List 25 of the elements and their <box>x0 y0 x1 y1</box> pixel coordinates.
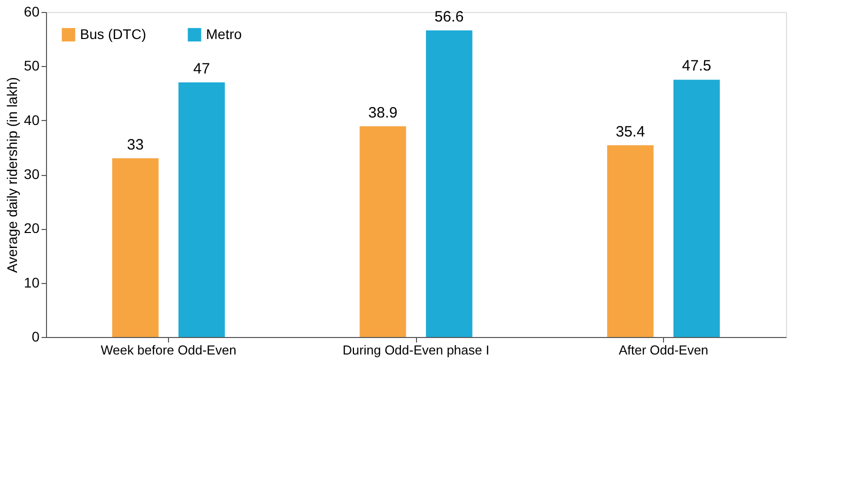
x-tick-label: Week before Odd-Even <box>100 342 236 358</box>
data-label: 47.5 <box>682 58 712 75</box>
y-tick-label: 0 <box>32 328 40 344</box>
y-tick-label: 30 <box>24 166 40 182</box>
legend-label: Metro <box>206 26 242 42</box>
y-tick-label: 20 <box>24 220 40 236</box>
data-label: 38.9 <box>368 104 398 122</box>
y-axis-title: Average daily ridership (in lakh) <box>4 77 20 273</box>
y-tick-label: 60 <box>24 4 40 20</box>
y-tick-label: 10 <box>24 274 40 290</box>
x-tick-label: After Odd-Even <box>618 342 708 358</box>
bar <box>178 82 225 337</box>
data-label: 35.4 <box>616 123 645 140</box>
data-label: 56.6 <box>434 8 464 26</box>
data-label: 33 <box>127 136 144 154</box>
y-tick-label: 40 <box>24 112 40 128</box>
bar <box>112 158 159 337</box>
data-label: 47 <box>193 60 210 78</box>
bar <box>360 126 406 337</box>
bar <box>673 80 720 337</box>
bar <box>426 30 472 337</box>
bar <box>607 145 654 337</box>
y-tick-label: 50 <box>24 58 40 74</box>
x-tick-label: During Odd-Even phase I <box>342 342 490 358</box>
legend-label: Bus (DTC) <box>80 26 146 42</box>
